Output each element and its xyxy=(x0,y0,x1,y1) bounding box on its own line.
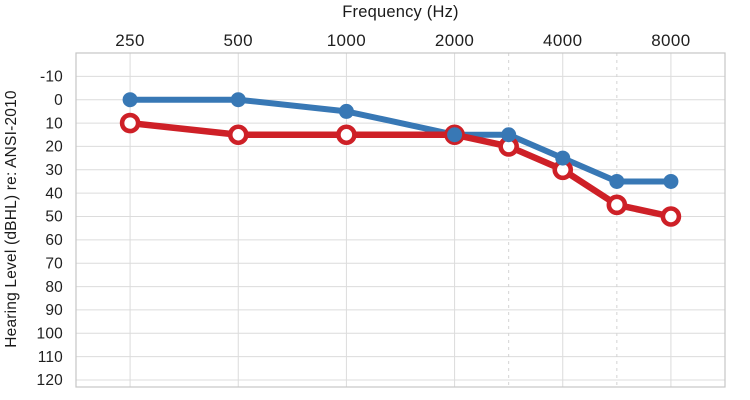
y-tick-label: 10 xyxy=(45,115,63,132)
data-point-filled-circle xyxy=(447,127,463,143)
y-tick-label: 110 xyxy=(38,349,63,366)
blue-line-markers xyxy=(122,92,679,189)
y-tick-label: 70 xyxy=(45,255,63,272)
red-line-path xyxy=(126,119,675,220)
y-tick-label: 50 xyxy=(45,209,63,226)
y-tick-label: 100 xyxy=(37,325,64,342)
y-tick-label: 40 xyxy=(45,185,63,202)
x-tick-label: 8000 xyxy=(651,31,690,50)
gridlines xyxy=(76,53,725,387)
data-point-open-circle xyxy=(336,124,357,146)
data-point-open-circle xyxy=(227,124,249,146)
y-tick-label: 120 xyxy=(37,372,64,389)
data-point-filled-circle xyxy=(609,173,625,189)
data-point-filled-circle xyxy=(501,127,517,143)
data-point-filled-circle xyxy=(230,92,246,108)
x-tick-label: 250 xyxy=(115,31,145,50)
data-point-filled-circle xyxy=(338,103,354,119)
data-point-filled-circle xyxy=(122,92,138,108)
y-tick-label: 90 xyxy=(45,302,63,319)
blue-line-path xyxy=(127,96,674,185)
data-point-filled-circle xyxy=(663,173,679,189)
x-tick-label: 4000 xyxy=(543,31,582,50)
x-tick-label: 1000 xyxy=(327,31,366,50)
data-point-open-circle xyxy=(660,206,682,227)
x-tick-label: 500 xyxy=(223,31,253,50)
x-tick-labels: 250 500 1000 2000 4000 8000 xyxy=(115,31,690,50)
data-point-open-circle xyxy=(119,112,141,134)
y-tick-label: 30 xyxy=(45,162,63,179)
y-tick-label: 20 xyxy=(45,139,63,156)
data-point-open-circle xyxy=(606,194,628,216)
plot-border xyxy=(75,52,726,388)
data-point-filled-circle xyxy=(555,150,571,166)
y-tick-labels: -10 0 10 20 30 40 50 60 70 80 90 100 110 120 xyxy=(37,69,64,390)
y-axis-label: Hearing Level (dBHL) re: ANSI-2010 xyxy=(3,90,20,348)
y-tick-label: -10 xyxy=(40,69,63,86)
y-tick-label: 60 xyxy=(45,232,63,249)
y-tick-label: 0 xyxy=(54,92,63,109)
x-axis-title: Frequency (Hz) xyxy=(342,3,459,21)
y-tick-label: 80 xyxy=(45,279,63,296)
x-tick-label: 2000 xyxy=(435,31,474,50)
